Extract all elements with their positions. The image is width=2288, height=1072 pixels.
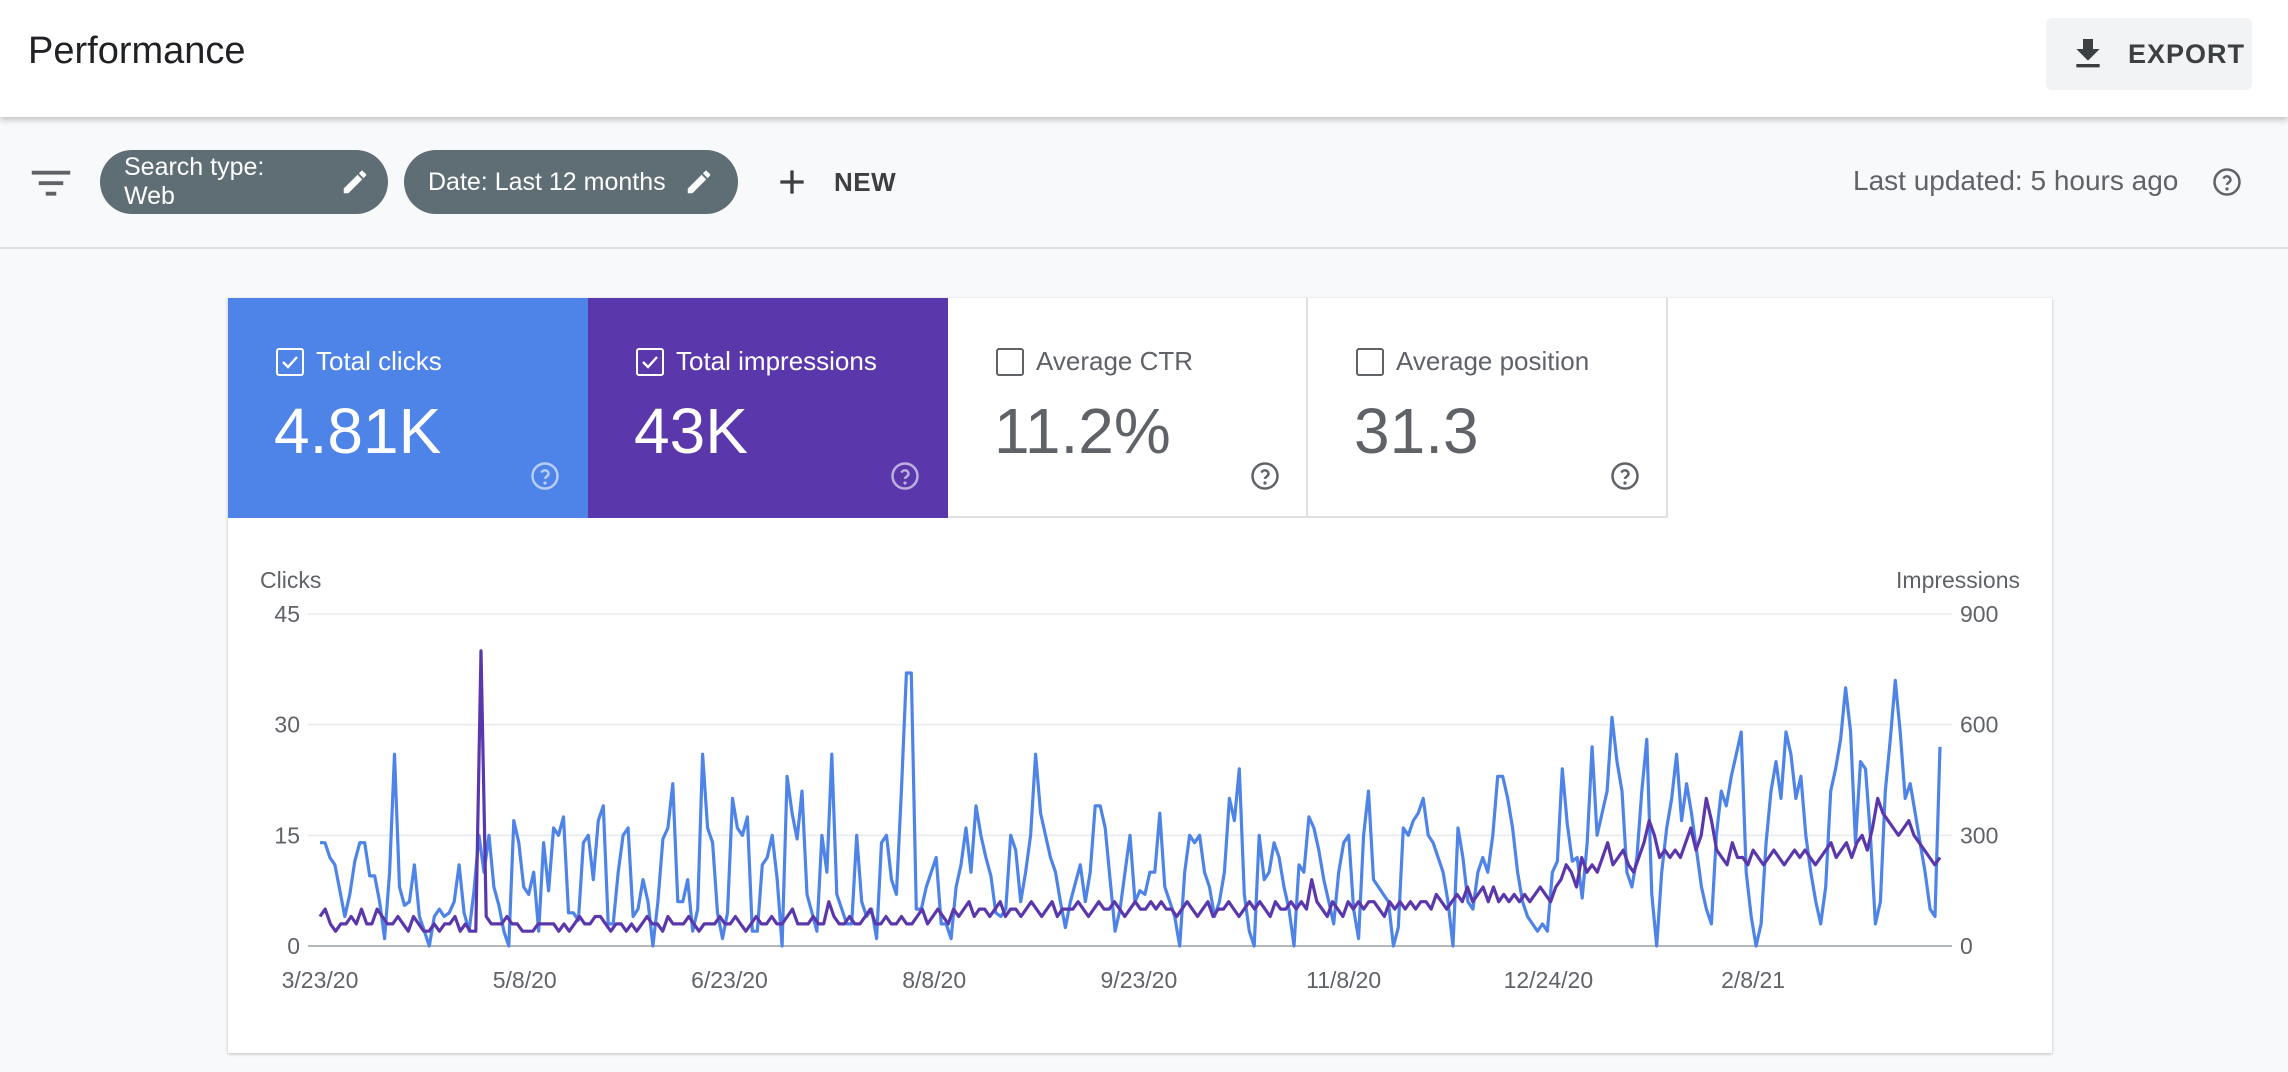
last-updated-text: Last updated: 5 hours ago	[1853, 165, 2179, 196]
filter-bar: Search type: Web Date: Last 12 months NE…	[0, 117, 2288, 249]
metric-value: 11.2%	[994, 395, 1171, 467]
series-line-clicks	[318, 649, 1942, 933]
metric-value: 43K	[634, 395, 748, 467]
plus-icon	[780, 170, 804, 194]
x-tick-label: 3/23/20	[282, 967, 359, 993]
export-button[interactable]: EXPORT	[2046, 18, 2252, 90]
checkbox-unchecked-icon[interactable]	[1356, 348, 1384, 376]
edit-icon	[343, 170, 367, 194]
metric-total-impressions[interactable]: Total impressions 43K	[588, 298, 948, 518]
metric-label: Total clicks	[316, 346, 442, 376]
help-icon[interactable]	[1250, 461, 1280, 491]
filter-icon[interactable]	[30, 165, 72, 201]
y-left-tick-label: 45	[274, 601, 300, 627]
y-right-tick-label: 900	[1960, 601, 1998, 627]
x-tick-label: 9/23/20	[1101, 967, 1178, 993]
date-chip[interactable]: Date: Last 12 months	[404, 150, 738, 214]
search-type-chip[interactable]: Search type: Web	[100, 150, 388, 214]
help-icon[interactable]	[890, 461, 920, 491]
x-tick-label: 2/8/21	[1721, 967, 1785, 993]
page-title: Performance	[28, 30, 246, 72]
metric-label: Total impressions	[676, 346, 877, 376]
y-right-tick-label: 0	[1960, 933, 1973, 959]
help-icon[interactable]	[530, 461, 560, 491]
x-tick-label: 6/23/20	[691, 967, 768, 993]
metric-label: Average CTR	[1036, 346, 1194, 376]
x-tick-label: 11/8/20	[1306, 967, 1381, 993]
series-line-impressions	[320, 671, 1942, 948]
metric-label: Average position	[1396, 346, 1590, 376]
help-icon[interactable]	[1610, 461, 1640, 491]
x-tick-label: 5/8/20	[493, 967, 557, 993]
checkbox-checked-icon[interactable]	[276, 348, 304, 376]
performance-chart: 0 0 15 300 30 600 45 900 Clicks Impressions 3/23/2…	[260, 567, 2020, 993]
edit-icon	[687, 170, 710, 194]
y-left-tick-label: 30	[274, 712, 300, 738]
top-bar: Performance EXPORT	[0, 0, 2288, 117]
y-left-tick-label: 0	[287, 933, 300, 959]
y-left-axis-title: Clicks	[260, 567, 321, 593]
export-label: EXPORT	[2128, 38, 2246, 69]
metric-value: 4.81K	[274, 395, 442, 467]
date-chip-label: Date: Last 12 months	[428, 167, 666, 196]
performance-card: Total clicks 4.81K Total impressions 43K…	[228, 298, 2052, 1053]
download-icon	[2076, 39, 2100, 68]
metric-average-ctr[interactable]: Average CTR 11.2%	[948, 298, 1308, 518]
x-tick-label: 8/8/20	[902, 967, 966, 993]
metric-total-clicks[interactable]: Total clicks 4.81K	[228, 298, 588, 518]
y-right-tick-label: 300	[1960, 822, 1998, 848]
search-type-chip-label: Search type: Web	[124, 153, 265, 210]
x-tick-label: 12/24/20	[1504, 967, 1594, 993]
y-right-tick-label: 600	[1960, 712, 1998, 738]
help-icon[interactable]	[2212, 167, 2242, 197]
metric-value: 31.3	[1354, 395, 1479, 467]
y-left-tick-label: 15	[274, 822, 300, 848]
checkbox-checked-icon[interactable]	[636, 348, 664, 376]
metric-average-position[interactable]: Average position 31.3	[1308, 298, 1668, 518]
new-filter-label: NEW	[834, 166, 897, 197]
new-filter-button[interactable]: NEW	[772, 157, 896, 207]
y-right-axis-title: Impressions	[1896, 567, 2020, 593]
checkbox-unchecked-icon[interactable]	[996, 348, 1024, 376]
